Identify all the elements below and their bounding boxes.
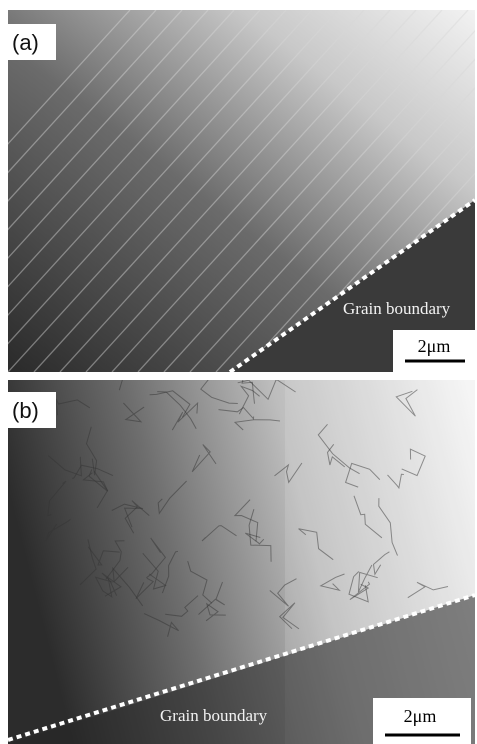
panel-a: (a) Grain boundary 2μm bbox=[0, 10, 477, 372]
panel-b: (b) Grain boundary 2μm bbox=[8, 355, 475, 744]
annotation: Grain boundary bbox=[160, 706, 268, 725]
panel-label: (b) bbox=[12, 398, 39, 423]
figure: (a) Grain boundary 2μm (b) Grain boundar… bbox=[0, 0, 477, 744]
scale-bar-label: 2μm bbox=[404, 706, 437, 726]
scale-bar-label: 2μm bbox=[418, 336, 451, 356]
panel-label: (a) bbox=[12, 30, 39, 55]
annotation: Grain boundary bbox=[343, 299, 451, 318]
